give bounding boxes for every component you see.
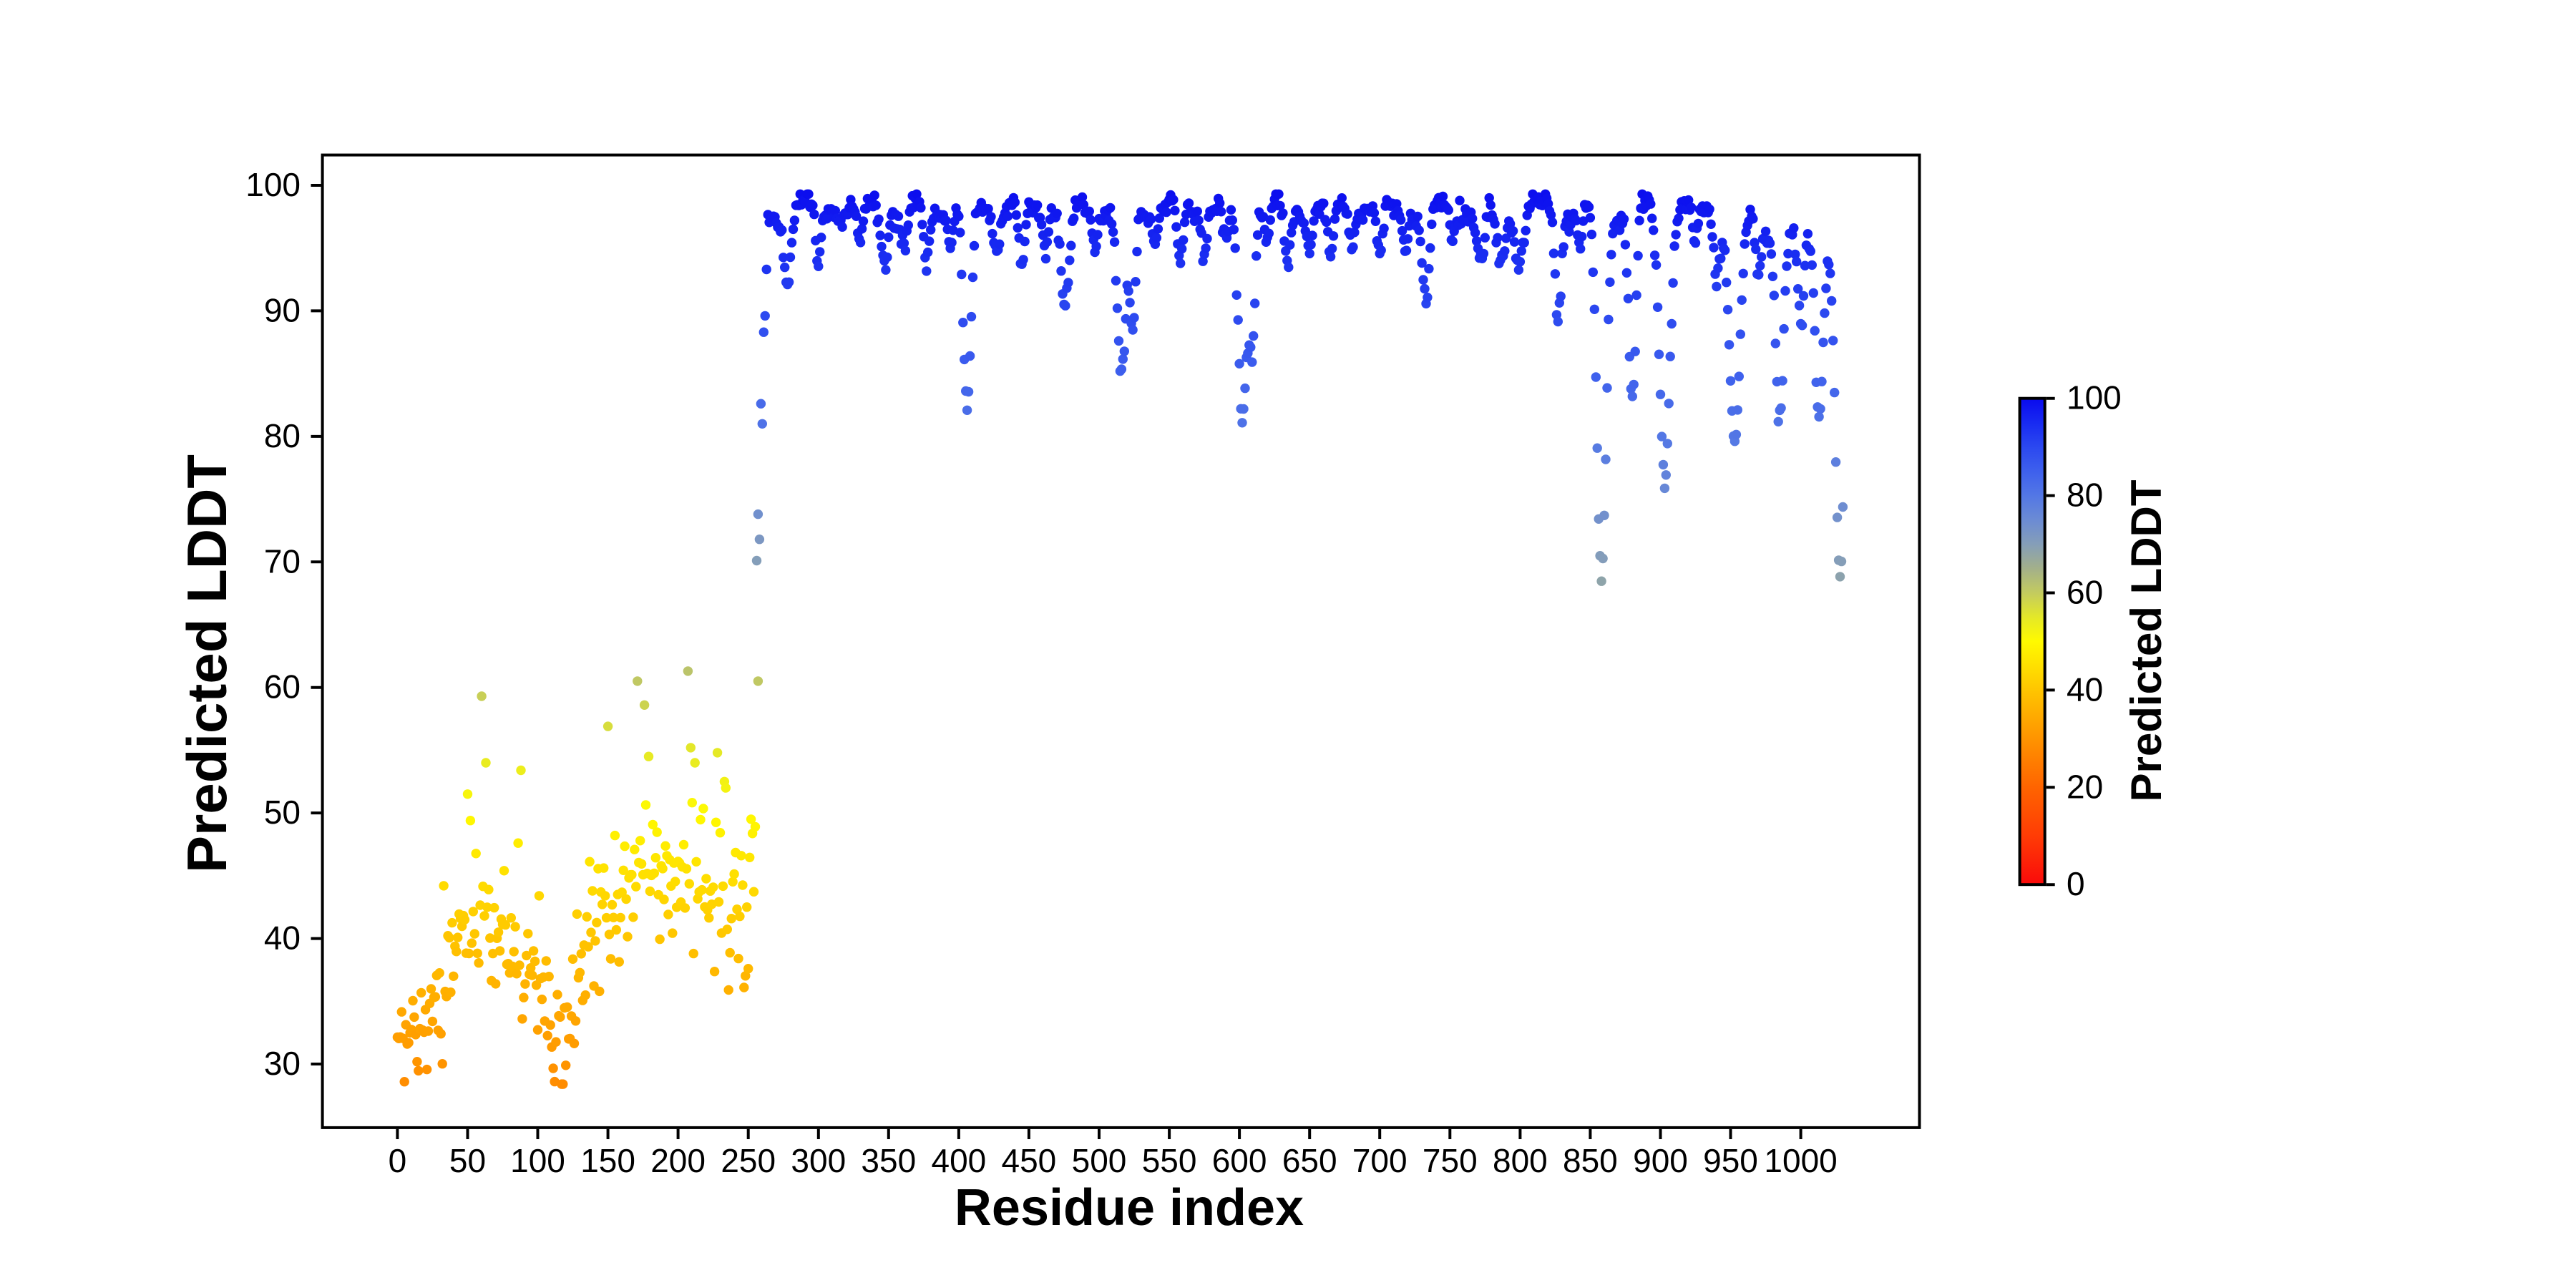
svg-text:80: 80 [2067, 477, 2103, 514]
svg-text:90: 90 [264, 291, 301, 328]
svg-text:900: 900 [1633, 1142, 1688, 1179]
svg-text:100: 100 [2067, 379, 2122, 416]
svg-text:60: 60 [2067, 574, 2103, 611]
svg-text:0: 0 [2067, 865, 2085, 902]
svg-text:70: 70 [264, 542, 301, 580]
svg-text:40: 40 [264, 919, 301, 957]
svg-text:100: 100 [245, 166, 301, 203]
svg-text:800: 800 [1493, 1142, 1548, 1179]
svg-text:1000: 1000 [1764, 1142, 1837, 1179]
svg-text:80: 80 [264, 417, 301, 454]
svg-text:200: 200 [650, 1142, 706, 1179]
svg-text:750: 750 [1423, 1142, 1478, 1179]
svg-text:350: 350 [861, 1142, 916, 1179]
svg-text:20: 20 [2067, 768, 2103, 805]
svg-text:40: 40 [2067, 670, 2103, 708]
svg-text:600: 600 [1212, 1142, 1267, 1179]
svg-text:300: 300 [791, 1142, 846, 1179]
svg-text:Predicted LDDT: Predicted LDDT [2122, 479, 2170, 801]
svg-text:850: 850 [1563, 1142, 1618, 1179]
svg-text:400: 400 [932, 1142, 987, 1179]
svg-text:150: 150 [580, 1142, 635, 1179]
svg-text:Predicted LDDT: Predicted LDDT [175, 454, 238, 873]
svg-text:100: 100 [510, 1142, 565, 1179]
svg-text:50: 50 [449, 1142, 486, 1179]
svg-text:700: 700 [1352, 1142, 1407, 1179]
svg-text:Residue index: Residue index [955, 1179, 1304, 1236]
svg-text:500: 500 [1072, 1142, 1127, 1179]
svg-text:30: 30 [264, 1045, 301, 1082]
svg-text:50: 50 [264, 794, 301, 831]
svg-text:450: 450 [1002, 1142, 1057, 1179]
svg-text:250: 250 [721, 1142, 776, 1179]
svg-text:550: 550 [1142, 1142, 1197, 1179]
svg-text:950: 950 [1703, 1142, 1758, 1179]
svg-text:60: 60 [264, 668, 301, 706]
svg-text:650: 650 [1282, 1142, 1337, 1179]
svg-text:0: 0 [389, 1142, 407, 1179]
